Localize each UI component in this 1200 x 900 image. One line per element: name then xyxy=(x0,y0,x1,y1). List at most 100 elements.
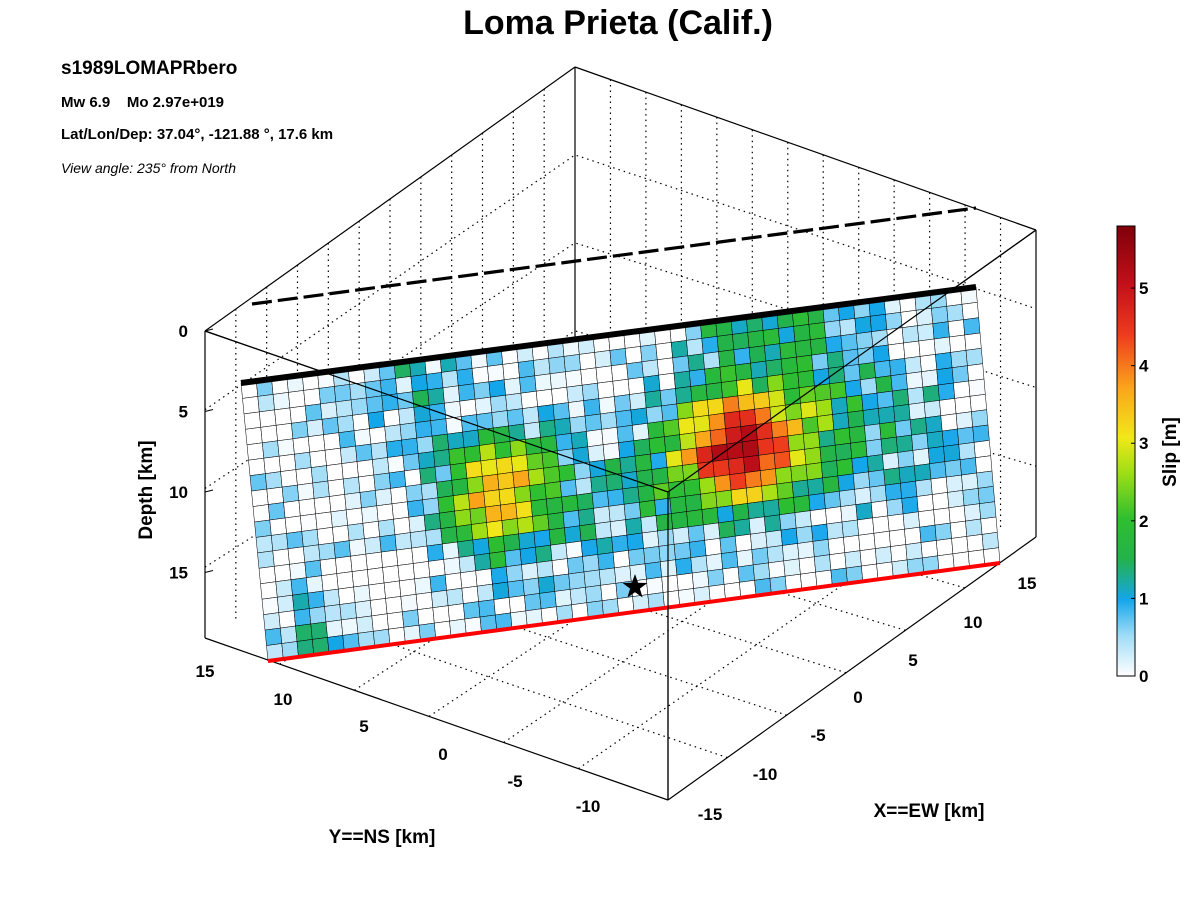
slip-cell xyxy=(875,546,893,565)
slip-cell xyxy=(700,491,718,510)
moment-label: Mo 2.97e+019 xyxy=(126,94,225,111)
location-label: Lat/Lon/Dep: 37.04°, -121.88 °, 17.6 km xyxy=(61,126,334,143)
ns-tick-label: -10 xyxy=(576,797,601,816)
slip-cell xyxy=(931,306,949,324)
box-edge xyxy=(667,536,1037,801)
slip-cell xyxy=(645,405,664,424)
slip-cell xyxy=(548,356,566,375)
slip-cell xyxy=(551,386,569,405)
slip-cell xyxy=(497,471,515,490)
slip-cell xyxy=(752,562,771,581)
slip-cell xyxy=(909,417,928,436)
slip-cell xyxy=(609,519,628,538)
depth-tick-label: 10 xyxy=(169,483,188,502)
grid-line xyxy=(204,154,1037,411)
slip-cell xyxy=(591,490,610,509)
slip-cell xyxy=(486,520,504,539)
slip-cell xyxy=(408,514,426,533)
slip-cell xyxy=(658,372,676,391)
slip-cell xyxy=(543,465,561,484)
slip-cell xyxy=(472,537,490,556)
slip-cell xyxy=(345,507,364,526)
slip-cell xyxy=(920,540,938,559)
slip-cell xyxy=(793,324,811,342)
slip-cell xyxy=(637,484,655,503)
slip-cell xyxy=(746,485,764,504)
slip-cell xyxy=(919,354,938,372)
slip-cell xyxy=(358,474,376,493)
slip-cell xyxy=(732,503,750,522)
slip-cell xyxy=(932,492,950,511)
slip-cell xyxy=(922,384,940,403)
slip-cell xyxy=(625,517,643,536)
slip-cell xyxy=(958,442,976,460)
slip-cell xyxy=(344,492,362,511)
colorbar-tick-label: 0 xyxy=(1139,667,1148,686)
colorbar-tick-label: 4 xyxy=(1139,357,1149,376)
slip-cell xyxy=(646,576,664,595)
slip-cell xyxy=(609,348,627,367)
slip-cell xyxy=(902,511,920,530)
slip-cell xyxy=(607,488,625,507)
slip-cell xyxy=(416,435,434,454)
slip-cell xyxy=(597,380,615,399)
slip-cell xyxy=(718,520,736,539)
slip-cell xyxy=(772,435,790,454)
slip-cell xyxy=(721,380,739,399)
slip-cell xyxy=(563,354,581,373)
slip-cell xyxy=(254,519,272,538)
slip-cell xyxy=(659,388,678,407)
slip-cell xyxy=(762,328,780,346)
slip-cell xyxy=(295,467,313,486)
slip-cell xyxy=(324,604,342,623)
slip-cell xyxy=(961,472,979,491)
slip-cell xyxy=(976,470,994,489)
slip-cell xyxy=(965,518,983,537)
slip-cell xyxy=(522,577,540,596)
slip-cell xyxy=(277,438,295,457)
slip-cell xyxy=(478,599,496,618)
slip-cell xyxy=(873,530,891,549)
slip-cell xyxy=(463,601,481,620)
slip-cell xyxy=(465,460,483,479)
slip-cell xyxy=(619,455,637,474)
slip-cell xyxy=(766,545,784,564)
slip-cell xyxy=(627,376,646,395)
event-id-label: s1989LOMAPRbero xyxy=(61,58,238,79)
slip-cell xyxy=(897,450,915,469)
slip-cell xyxy=(431,433,450,452)
slip-cell xyxy=(484,504,503,523)
slip-cell xyxy=(430,418,448,437)
slip-cell xyxy=(522,406,540,425)
slip-cell xyxy=(342,476,361,495)
slip-cell xyxy=(320,401,338,420)
slip-cell xyxy=(907,386,925,405)
slip-cell xyxy=(925,415,943,434)
slip-cell xyxy=(274,407,292,426)
fault-trace-projection xyxy=(251,206,977,306)
slip-cell xyxy=(514,485,532,504)
slip-cell xyxy=(661,403,679,422)
slip-cell xyxy=(567,556,585,575)
slip-cell xyxy=(381,393,399,412)
slip-cell xyxy=(912,448,930,467)
slip-cell xyxy=(793,495,811,513)
ew-tick-label: -10 xyxy=(753,765,778,784)
slip-cell xyxy=(291,421,309,440)
slip-cell xyxy=(459,398,477,417)
slip-cell xyxy=(739,408,757,427)
slip-cell xyxy=(926,430,944,449)
slip-cell xyxy=(280,469,298,488)
box-edge xyxy=(204,637,669,801)
slip-cell xyxy=(847,410,865,429)
slip-cell xyxy=(511,454,529,473)
depth-tick-mark xyxy=(204,489,214,493)
slip-cell xyxy=(473,553,492,572)
slip-cell xyxy=(278,610,296,629)
slip-cell xyxy=(506,408,525,427)
slip-cell xyxy=(819,444,837,463)
slip-cell xyxy=(271,533,289,552)
slip-cell xyxy=(547,512,565,531)
slip-cell xyxy=(451,478,469,496)
slip-cell xyxy=(966,534,984,552)
